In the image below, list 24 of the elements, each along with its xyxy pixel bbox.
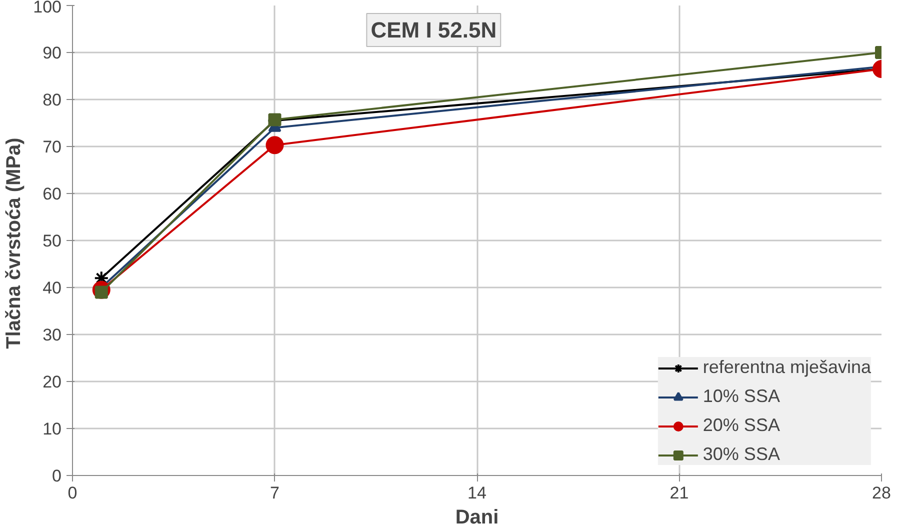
x-tick-label: 14 (468, 484, 486, 502)
x-tick-label: 0 (68, 484, 78, 502)
x-axis-title: Dani (455, 506, 499, 528)
y-tick-label: 80 (42, 90, 62, 110)
y-tick-label: 10 (42, 420, 62, 438)
y-axis-title: Tlačna čvrstoća (MPa) (3, 138, 26, 349)
y-tick-label: 100 (33, 0, 62, 16)
y-tick-label: 30 (42, 326, 62, 344)
legend-label: 30% SSA (702, 444, 780, 465)
y-tick-label: 50 (42, 232, 62, 250)
legend-label: referentna mješavina (702, 357, 871, 378)
y-tick-label: 60 (42, 184, 62, 204)
y-tick-label: 90 (42, 44, 62, 62)
y-tick-label: 20 (42, 372, 62, 392)
point (266, 136, 284, 154)
y-tick-label: 0 (52, 466, 62, 486)
x-tick-label: 7 (270, 484, 280, 502)
text: CEM I 52.5N (370, 18, 497, 42)
x-tick-label: 21 (670, 484, 689, 502)
legend-label: 20% SSA (702, 415, 780, 436)
legend-label: 10% SSA (702, 386, 780, 407)
y-tick-label: 70 (42, 138, 62, 156)
x-tick-label: 28 (872, 484, 891, 502)
y-tick-label: 40 (42, 278, 62, 298)
